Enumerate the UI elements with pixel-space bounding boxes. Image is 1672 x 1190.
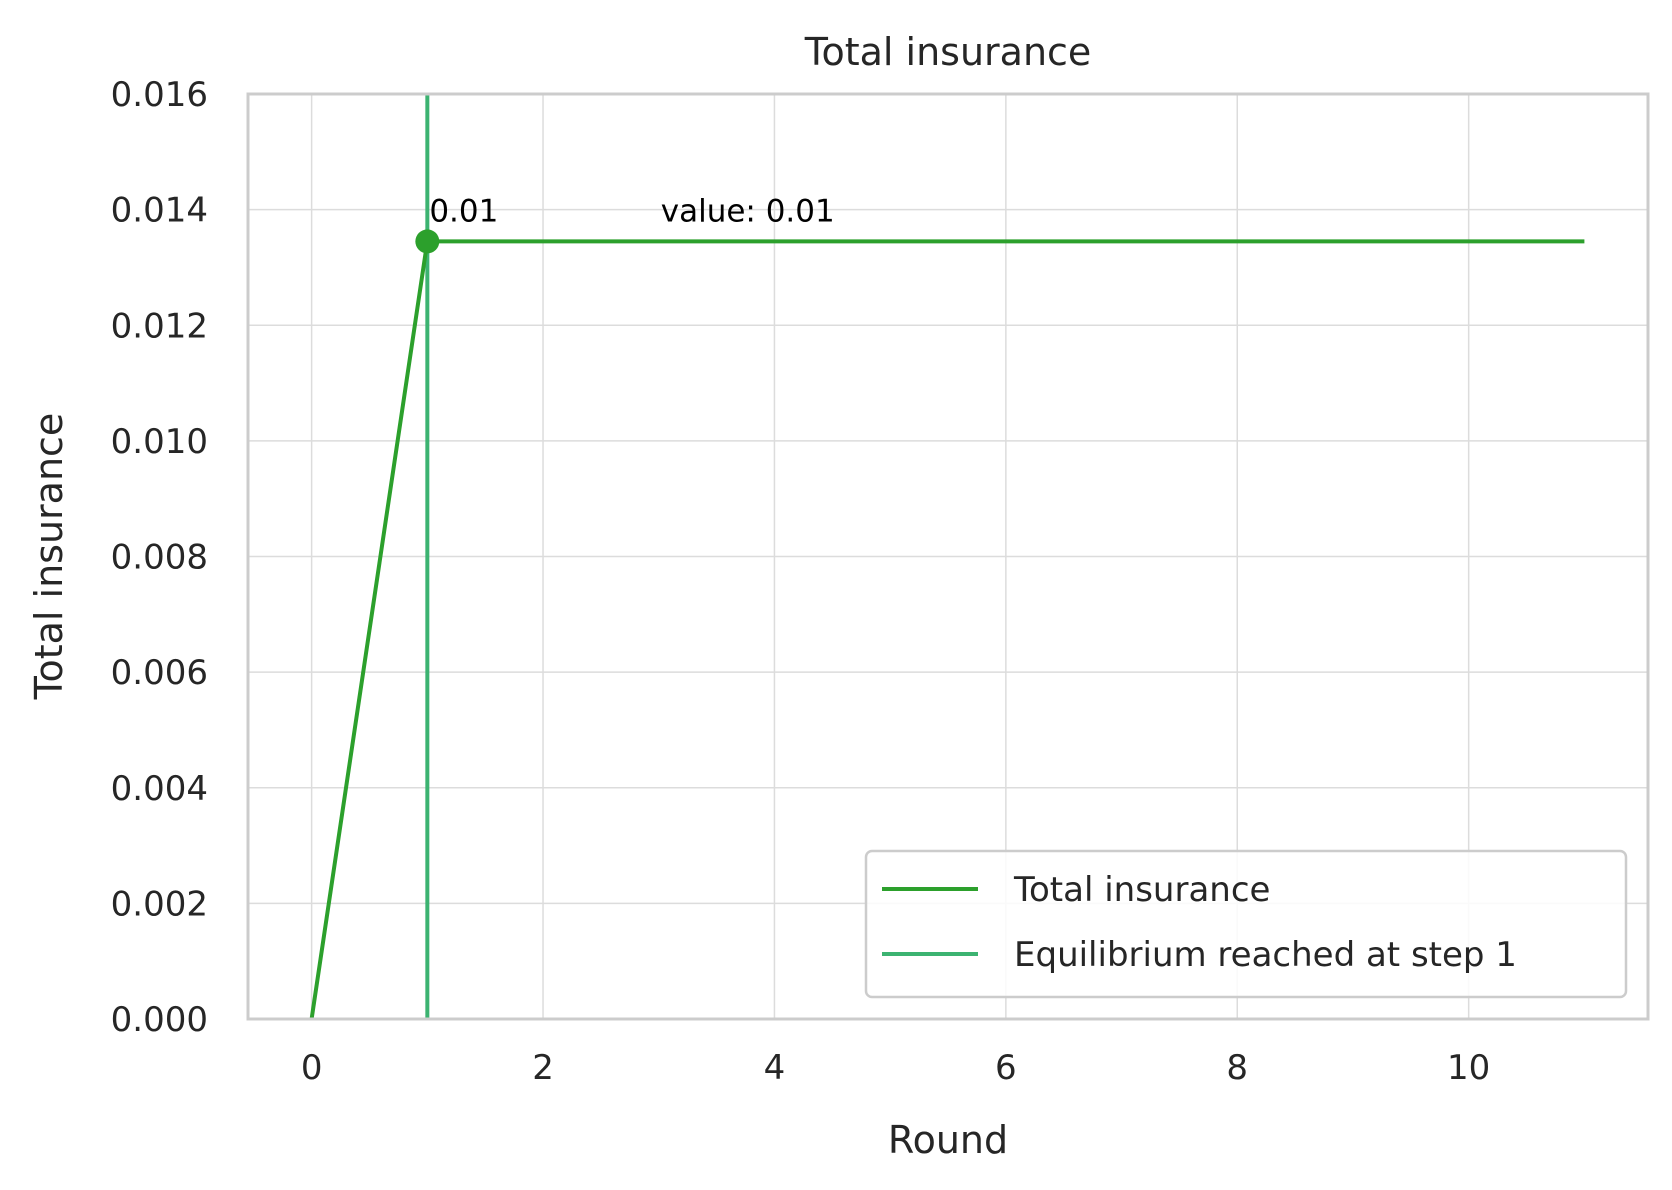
y-tick-label: 0.008 — [111, 538, 208, 578]
legend-box — [864, 849, 1628, 999]
legend-label-equilibrium: Equilibrium reached at step 1 — [1014, 935, 1517, 975]
x-tick-label: 8 — [1226, 1048, 1248, 1088]
y-tick-label: 0.012 — [111, 306, 208, 346]
y-tick-label: 0.014 — [111, 191, 208, 231]
plot-frame — [246, 92, 1650, 1021]
y-tick-label: 0.002 — [111, 884, 208, 924]
y-tick-label: 0.004 — [111, 769, 208, 809]
legend-label-total-insurance: Total insurance — [1013, 870, 1270, 910]
annotation-label: 0.01 — [429, 194, 498, 230]
y-tick-label: 0.010 — [111, 422, 208, 462]
legend: Total insurance Equilibrium reached at s… — [864, 849, 1628, 999]
x-tick-label: 10 — [1447, 1048, 1490, 1088]
y-tick-label: 0.000 — [111, 1000, 208, 1040]
series-layer — [309, 94, 1585, 1020]
x-tick-label: 6 — [995, 1048, 1017, 1088]
annotation-label: value: 0.01 — [661, 194, 835, 230]
y-tick-label: 0.016 — [111, 75, 208, 115]
x-tick-label: 2 — [532, 1048, 554, 1088]
equilibrium-marker — [415, 229, 440, 254]
chart-title: Total insurance — [804, 30, 1092, 74]
series-line-total-insurance — [309, 239, 1585, 1020]
annotations: 0.01 value: 0.01 — [429, 194, 834, 230]
tick-labels: 0 2 4 6 8 10 0.000 0.002 0.004 0.006 0.008 0.010 0.0… — [111, 75, 1491, 1088]
x-tick-label: 0 — [301, 1048, 323, 1088]
x-axis-label: Round — [888, 1118, 1008, 1162]
y-tick-label: 0.006 — [111, 653, 208, 693]
y-axis-label: Total insurance — [27, 413, 71, 701]
x-tick-label: 4 — [764, 1048, 786, 1088]
grid — [248, 93, 1648, 1020]
